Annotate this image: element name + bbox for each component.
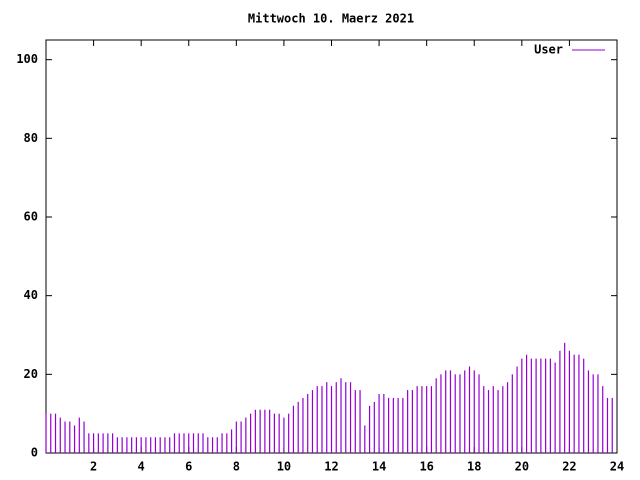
y-tick-label: 100 [16,52,38,66]
x-tick-label: 2 [90,460,97,474]
x-tick-label: 20 [515,460,529,474]
chart-title: Mittwoch 10. Maerz 2021 [248,12,414,26]
x-tick-label: 10 [277,460,291,474]
y-tick-label: 0 [31,446,38,460]
x-tick-label: 4 [138,460,145,474]
y-tick-label: 60 [24,210,38,224]
x-tick-label: 8 [233,460,240,474]
x-tick-label: 12 [324,460,338,474]
x-tick-label: 22 [562,460,576,474]
legend-label: User [534,43,563,57]
x-tick-label: 18 [467,460,481,474]
y-tick-label: 20 [24,367,38,381]
x-tick-label: 24 [610,460,624,474]
x-tick-label: 14 [372,460,386,474]
x-tick-label: 16 [419,460,433,474]
x-tick-label: 6 [185,460,192,474]
y-tick-label: 40 [24,288,38,302]
y-tick-label: 80 [24,131,38,145]
